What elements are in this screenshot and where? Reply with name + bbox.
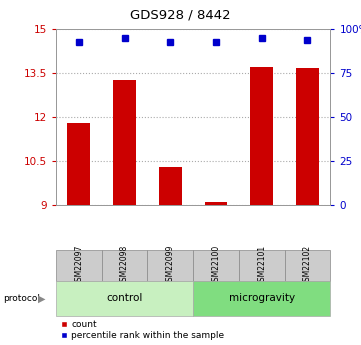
Bar [159,167,182,205]
Bar [68,123,90,205]
Text: GSM22097: GSM22097 [74,245,83,286]
Text: protocol: protocol [4,294,40,303]
Bar [56,250,102,281]
Text: GSM22101: GSM22101 [257,245,266,286]
Bar [205,202,227,205]
Bar [193,281,330,316]
Text: GSM22102: GSM22102 [303,245,312,286]
Text: GSM22100: GSM22100 [212,245,221,286]
Bar [113,80,136,205]
Bar [284,250,330,281]
Bar [56,281,193,316]
Text: ▶: ▶ [38,294,45,303]
Bar [296,68,319,205]
Text: GSM22098: GSM22098 [120,245,129,286]
Bar [147,250,193,281]
Bar [102,250,147,281]
Text: GDS928 / 8442: GDS928 / 8442 [130,9,231,22]
Bar [193,250,239,281]
Text: control: control [106,294,143,303]
Bar [239,250,284,281]
Legend: count, percentile rank within the sample: count, percentile rank within the sample [61,320,225,340]
Text: GSM22099: GSM22099 [166,245,175,286]
Text: microgravity: microgravity [229,294,295,303]
Bar [250,67,273,205]
